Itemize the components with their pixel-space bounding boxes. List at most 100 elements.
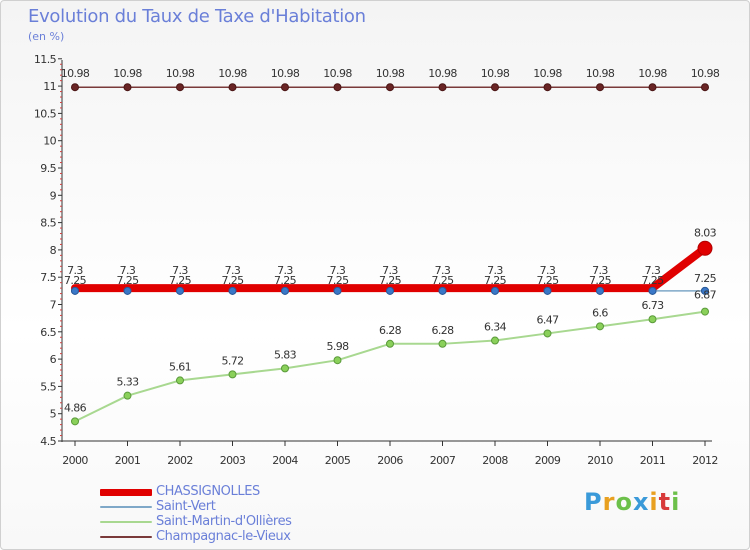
series-3-data-label: 7.3 <box>225 264 241 277</box>
series-2-data-label: 7.25 <box>431 274 454 287</box>
y-tick-label: 6.5 <box>40 326 56 339</box>
series-0-data-label: 10.98 <box>61 67 90 80</box>
series-3-data-label: 7.3 <box>487 264 503 277</box>
series-1-data-label: 5.83 <box>274 348 297 361</box>
y-tick-label: 9 <box>50 189 57 202</box>
series-0-point <box>281 83 289 92</box>
y-tick-label: 5.5 <box>40 380 56 393</box>
legend-swatch-saint-martin <box>100 521 152 523</box>
series-3-data-label: 7.3 <box>540 264 556 277</box>
series-1-data-label: 5.72 <box>221 354 243 367</box>
series-1-point <box>701 307 709 316</box>
series-0-point <box>596 83 604 92</box>
series-1-point <box>71 417 79 426</box>
series-1-data-label: 5.33 <box>116 376 139 389</box>
series-3-data-label: 7.3 <box>172 264 188 277</box>
x-tick-label: 2000 <box>62 454 88 467</box>
series-2-data-label: 7.25 <box>169 274 192 287</box>
series-2-data-label: 7.25 <box>116 274 139 287</box>
series-1-data-label: 6.6 <box>592 306 608 319</box>
series-0-data-label: 10.98 <box>533 67 562 80</box>
legend-swatch-saint-vert <box>100 506 152 508</box>
series-1-data-label: 5.98 <box>326 340 349 353</box>
series-2-data-label: 7.25 <box>484 274 507 287</box>
series-3-data-label: 7.3 <box>382 264 398 277</box>
legend-item-saint-vert: Saint-Vert <box>100 499 360 515</box>
series-0-point <box>228 83 237 92</box>
series-1-point <box>438 339 447 348</box>
series-0-point <box>648 83 657 92</box>
x-tick-label: 2011 <box>640 454 666 467</box>
y-tick-label: 9.5 <box>40 162 56 175</box>
y-tick-label: 11 <box>43 80 56 93</box>
series-1-data-label: 4.86 <box>64 401 87 414</box>
x-tick-label: 2002 <box>167 454 193 467</box>
series-0-data-label: 10.98 <box>271 67 300 80</box>
series-0-data-label: 10.98 <box>638 67 667 80</box>
legend-label-saint-vert: Saint-Vert <box>156 499 216 514</box>
series-1-data-label: 6.34 <box>484 321 507 334</box>
series-3-data-label: 8.03 <box>694 226 717 239</box>
series-0-data-label: 10.98 <box>166 67 195 80</box>
x-tick-label: 2004 <box>272 454 298 467</box>
x-tick-label: 2008 <box>482 454 508 467</box>
series-0-data-label: 10.98 <box>586 67 615 80</box>
series-1-point <box>648 315 657 324</box>
series-1-point <box>281 364 289 373</box>
y-tick-label: 8.5 <box>40 217 56 230</box>
series-3-data-label: 7.3 <box>67 264 83 277</box>
x-tick-label: 2012 <box>692 454 718 467</box>
series-2-point-top <box>438 286 447 295</box>
chart-title: Evolution du Taux de Taxe d'Habitation <box>28 6 366 27</box>
series-0-point <box>438 83 447 92</box>
series-1-point <box>491 336 499 345</box>
series-2-data-label: 7.25 <box>221 274 244 287</box>
series-2-data-label: 7.25 <box>641 274 664 287</box>
legend-label-champagnac: Champagnac-le-Vieux <box>156 529 291 544</box>
series-0-point <box>543 83 552 92</box>
x-tick-label: 2003 <box>220 454 246 467</box>
series-2-point-top <box>648 286 657 295</box>
line-chart: 4.5 5 5.5 6 6.5 7 7.5 8 8.5 9 9.5 10 10.5 11 11.5 2000 2… <box>34 53 721 467</box>
series-2-point-top <box>176 286 184 295</box>
legend-swatch-chassignolles <box>100 489 152 496</box>
series-1-point <box>596 322 604 331</box>
proxiti-logo: Proxiti <box>584 488 681 516</box>
legend-item-saint-martin: Saint-Martin-d'Ollières <box>100 514 360 530</box>
legend-label-saint-martin: Saint-Martin-d'Ollières <box>156 514 292 529</box>
legend-item-champagnac: Champagnac-le-Vieux <box>100 529 360 545</box>
series-0-data-label: 10.98 <box>323 67 352 80</box>
series-0-point <box>71 83 79 92</box>
series-0-data-label: 10.98 <box>113 67 142 80</box>
y-tick-label: 7.5 <box>40 271 56 284</box>
series-2-data-label: 7.25 <box>64 274 87 287</box>
series-2-point-top <box>71 286 79 295</box>
series-2-data-label: 7.25 <box>536 274 559 287</box>
series-3-data-label: 7.3 <box>592 264 608 277</box>
series-2-data-label: 7.25 <box>326 274 349 287</box>
x-tick-label: 2005 <box>325 454 351 467</box>
series-3-point <box>697 240 713 256</box>
series-0-data-label: 10.98 <box>691 67 720 80</box>
series-0-point <box>386 83 394 92</box>
legend-label-chassignolles: CHASSIGNOLLES <box>156 484 260 499</box>
series-2-data-label: 7.25 <box>379 274 402 287</box>
x-tick-label: 2006 <box>377 454 403 467</box>
series-1-data-label: 6.73 <box>641 299 664 312</box>
series-1-data-label: 6.28 <box>431 324 454 337</box>
series-3-data-label: 7.3 <box>330 264 346 277</box>
chart-subtitle: (en %) <box>28 30 65 43</box>
series-1-point <box>333 356 342 365</box>
series-1-point <box>386 339 394 348</box>
x-tick-label: 2001 <box>115 454 141 467</box>
series-2-point-top <box>596 286 604 295</box>
y-tick-label: 7 <box>50 299 57 312</box>
series-3-data-label: 7.3 <box>120 264 136 277</box>
series-1-data-label: 6.28 <box>379 324 402 337</box>
y-tick-label: 5 <box>50 408 57 421</box>
series-1-point <box>543 329 552 338</box>
series-1-data-label: 6.87 <box>694 289 717 302</box>
series-2-point-top <box>543 286 552 295</box>
series-3-data-label: 7.3 <box>435 264 451 277</box>
